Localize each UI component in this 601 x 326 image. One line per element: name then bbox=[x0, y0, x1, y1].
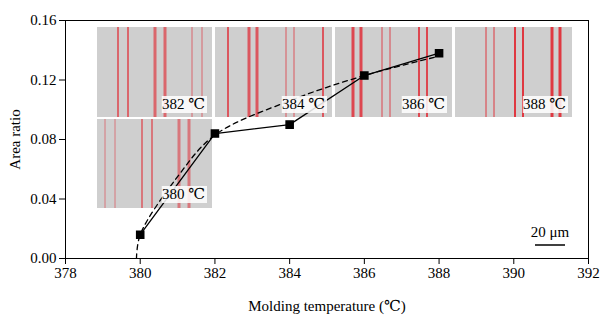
svg-text:20 μm: 20 μm bbox=[531, 224, 570, 240]
svg-text:378: 378 bbox=[54, 265, 77, 281]
svg-text:0.00: 0.00 bbox=[30, 250, 56, 266]
svg-text:0.08: 0.08 bbox=[30, 131, 56, 147]
svg-text:0.12: 0.12 bbox=[30, 72, 56, 88]
svg-text:380 ℃: 380 ℃ bbox=[162, 186, 205, 202]
svg-text:Area ratio: Area ratio bbox=[7, 109, 23, 169]
svg-text:382: 382 bbox=[204, 265, 227, 281]
svg-text:390: 390 bbox=[503, 265, 526, 281]
svg-text:388 ℃: 388 ℃ bbox=[523, 96, 566, 112]
svg-text:392: 392 bbox=[577, 265, 600, 281]
svg-text:388: 388 bbox=[428, 265, 451, 281]
svg-text:384: 384 bbox=[278, 265, 301, 281]
svg-text:0.04: 0.04 bbox=[30, 191, 57, 207]
svg-text:386: 386 bbox=[353, 265, 376, 281]
svg-text:384 ℃: 384 ℃ bbox=[282, 96, 325, 112]
svg-text:0.16: 0.16 bbox=[30, 12, 57, 28]
svg-text:380: 380 bbox=[129, 265, 152, 281]
svg-text:Molding temperature (℃): Molding temperature (℃) bbox=[248, 298, 406, 315]
svg-text:386 ℃: 386 ℃ bbox=[402, 96, 445, 112]
svg-text:382 ℃: 382 ℃ bbox=[162, 96, 205, 112]
